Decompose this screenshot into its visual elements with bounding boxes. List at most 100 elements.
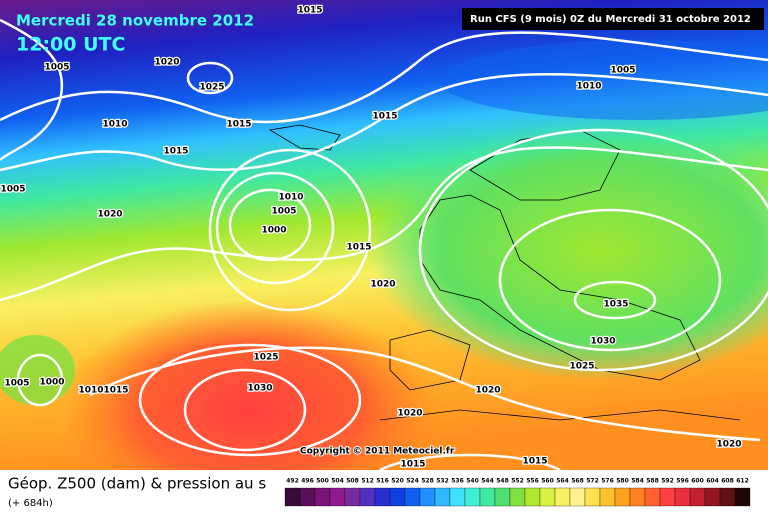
isobar-label: 1025 [253,353,278,363]
scale-label: 596 [676,478,689,485]
scale-label: 532 [436,478,449,485]
color-scale: 492 496 500 504 508 512 516 520 524 528 532 536 540 5… [284,478,751,507]
scale-swatch [299,487,316,507]
scale-label: 584 [631,478,644,485]
scale-label: 564 [556,478,569,485]
scale-swatch [614,487,631,507]
scale-label: 540 [466,478,479,485]
scale-swatch [719,487,736,507]
scale-label: 504 [331,478,344,485]
scale-swatch [359,487,376,507]
header: Mercredi 28 novembre 2012 12:00 UTC Run … [16,8,764,458]
scale-label: 604 [706,478,719,485]
isobar-label: 1030 [590,337,615,347]
scale-label: 508 [346,478,359,485]
scale-swatch [329,487,346,507]
isobar-label: 1015 [163,147,188,157]
copyright: Copyright © 2011 Meteociel.fr [300,447,455,457]
scale-swatch [644,487,661,507]
isobar-label: 1015 [522,457,547,467]
isobar-label: 1005 [0,185,25,195]
scale-label: 544 [481,478,494,485]
scale-swatch [524,487,541,507]
scale-label: 572 [586,478,599,485]
scale-swatch [509,487,526,507]
scale-swatch [464,487,481,507]
scale-label: 556 [526,478,539,485]
scale-label: 512 [361,478,374,485]
scale-swatch [284,487,301,507]
isobar-label: 1015 [297,6,322,16]
isobar-label: 1020 [475,386,500,396]
scale-swatch [659,487,676,507]
isobar-label: 1020 [397,409,422,419]
scale-label: 608 [721,478,734,485]
isobar-label: 1015 [372,112,397,122]
scale-swatch [404,487,421,507]
isobar-label: 1015 [400,460,425,470]
scale-label: 520 [391,478,404,485]
scale-swatch [569,487,586,507]
isobar-label: 1010 [278,193,303,203]
run-box [462,8,764,30]
isobar-label: 1025 [569,362,594,372]
scale-swatch [599,487,616,507]
scale-label: 612 [736,478,749,485]
scale-label: 496 [301,478,314,485]
scale-label: 492 [286,478,299,485]
isobar-label: 1010 [576,82,601,92]
scale-swatch [434,487,451,507]
isobar-label: 1015 [226,120,251,130]
scale-label: 576 [601,478,614,485]
scale-label: 516 [376,478,389,485]
scale-swatch [704,487,721,507]
isobar-label: 1030 [247,384,272,394]
scale-label: 548 [496,478,509,485]
scale-label: 536 [451,478,464,485]
scale-swatch [554,487,571,507]
scale-label: 528 [421,478,434,485]
time: 12:00 UTC [16,34,125,56]
isobar-label: 1010 [102,120,127,130]
isobar-label: 1005 [44,63,69,73]
isobar-label: 1005 [610,66,635,76]
scale-swatch [584,487,601,507]
scale-label: 568 [571,478,584,485]
isobar-label: 1035 [603,300,628,310]
scale-swatch [629,487,646,507]
scale-swatch [689,487,706,507]
scale-label: 524 [406,478,419,485]
scale-label: 500 [316,478,329,485]
run-info: Run CFS (9 mois) 0Z du Mercredi 31 octob… [470,14,751,25]
scale-label: 592 [661,478,674,485]
isobar-label: 1020 [97,210,122,220]
scale-label: 580 [616,478,629,485]
scale-swatch [419,487,436,507]
scale-swatch [539,487,556,507]
scale-swatch [734,487,751,507]
isobar-label: 1020 [716,440,741,450]
isobar-label: 1015 [346,243,371,253]
isobar-label: 1005 [4,379,29,389]
date: Mercredi 28 novembre 2012 [16,12,254,30]
isobar-label: 1025 [199,83,224,93]
footer-title: Géop. Z500 (dam) & pression au s [8,475,266,493]
scale-swatch [479,487,496,507]
scale-swatch [314,487,331,507]
scale-label: 588 [646,478,659,485]
scale-label: 552 [511,478,524,485]
isobars [0,18,768,472]
scale-swatch [344,487,361,507]
scale-swatch [374,487,391,507]
scale-swatch [389,487,406,507]
scale-label: 600 [691,478,704,485]
lead-time: (+ 684h) [8,498,53,509]
isobar-label: 1015 [103,386,128,396]
isobar-label: 1020 [370,280,395,290]
scale-swatch [674,487,691,507]
isobar-label: 1005 [271,207,296,217]
scale-label: 560 [541,478,554,485]
isobar-label: 1010 [78,386,103,396]
